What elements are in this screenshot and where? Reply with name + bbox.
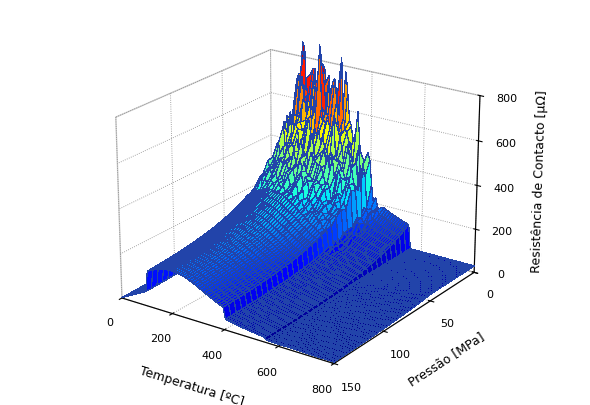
Y-axis label: Pressão [MPa]: Pressão [MPa] bbox=[407, 330, 487, 389]
X-axis label: Temperatura [ºC]: Temperatura [ºC] bbox=[138, 364, 245, 405]
